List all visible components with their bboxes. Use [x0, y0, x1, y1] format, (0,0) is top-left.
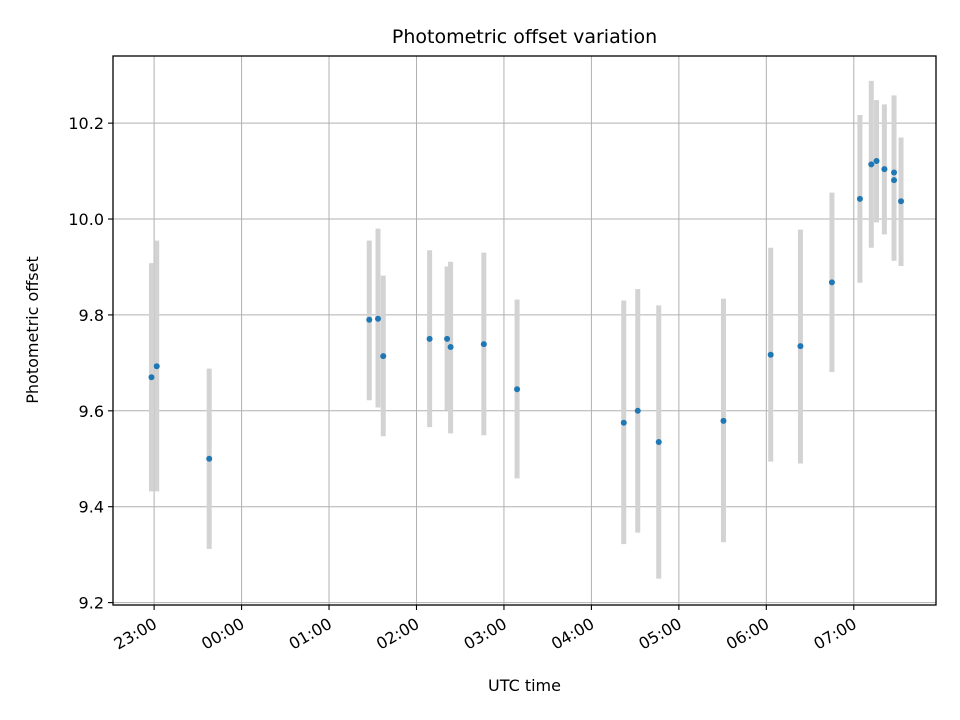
y-tick-label: 9.4 [79, 498, 104, 517]
data-point [828, 279, 835, 286]
x-tick-label: 06:00 [723, 614, 772, 654]
y-axis-ticks: 9.2 9.4 9.6 9.8 10.0 10.2 [68, 114, 113, 613]
data-point [620, 419, 627, 426]
data-point [797, 343, 804, 350]
data-point [873, 158, 880, 165]
y-tick-label: 10.0 [68, 210, 104, 229]
y-axis-label: Photometric offset [23, 256, 42, 404]
data-point [868, 161, 875, 168]
data-point [375, 315, 382, 322]
x-tick-label: 05:00 [635, 614, 684, 654]
data-point [380, 353, 387, 360]
data-point [655, 438, 662, 445]
data-point [447, 344, 454, 351]
data-points [148, 158, 905, 462]
data-point [881, 166, 888, 173]
x-tick-label: 07:00 [810, 614, 859, 654]
data-point [148, 374, 155, 381]
error-bars [148, 80, 904, 579]
x-tick-label: 04:00 [548, 614, 597, 654]
data-point [634, 407, 641, 414]
chart-title: Photometric offset variation [392, 26, 657, 48]
x-axis-ticks: 23:00 00:00 01:00 02:00 03:00 04:00 05:00 06:00… [111, 605, 860, 654]
data-point [898, 198, 905, 205]
x-axis-label: UTC time [488, 676, 561, 695]
data-point [366, 316, 373, 323]
x-tick-label: 00:00 [198, 614, 247, 654]
y-tick-label: 9.2 [79, 594, 104, 613]
x-tick-label: 01:00 [286, 614, 335, 654]
y-tick-label: 10.2 [68, 114, 104, 133]
data-point [426, 335, 433, 342]
plot-frame [112, 55, 937, 606]
x-tick-label: 23:00 [111, 614, 160, 654]
data-point [206, 455, 213, 462]
data-point [767, 351, 774, 358]
data-point [514, 386, 521, 393]
y-tick-label: 9.8 [79, 306, 104, 325]
x-tick-label: 02:00 [373, 614, 422, 654]
data-point [444, 335, 451, 342]
data-point [720, 417, 727, 424]
data-point [891, 177, 898, 184]
data-point [153, 363, 160, 370]
data-point [480, 341, 487, 348]
grid-lines [113, 56, 936, 605]
y-tick-label: 9.6 [79, 402, 104, 421]
data-point [856, 195, 863, 202]
data-point [891, 169, 898, 176]
x-tick-label: 03:00 [461, 614, 510, 654]
